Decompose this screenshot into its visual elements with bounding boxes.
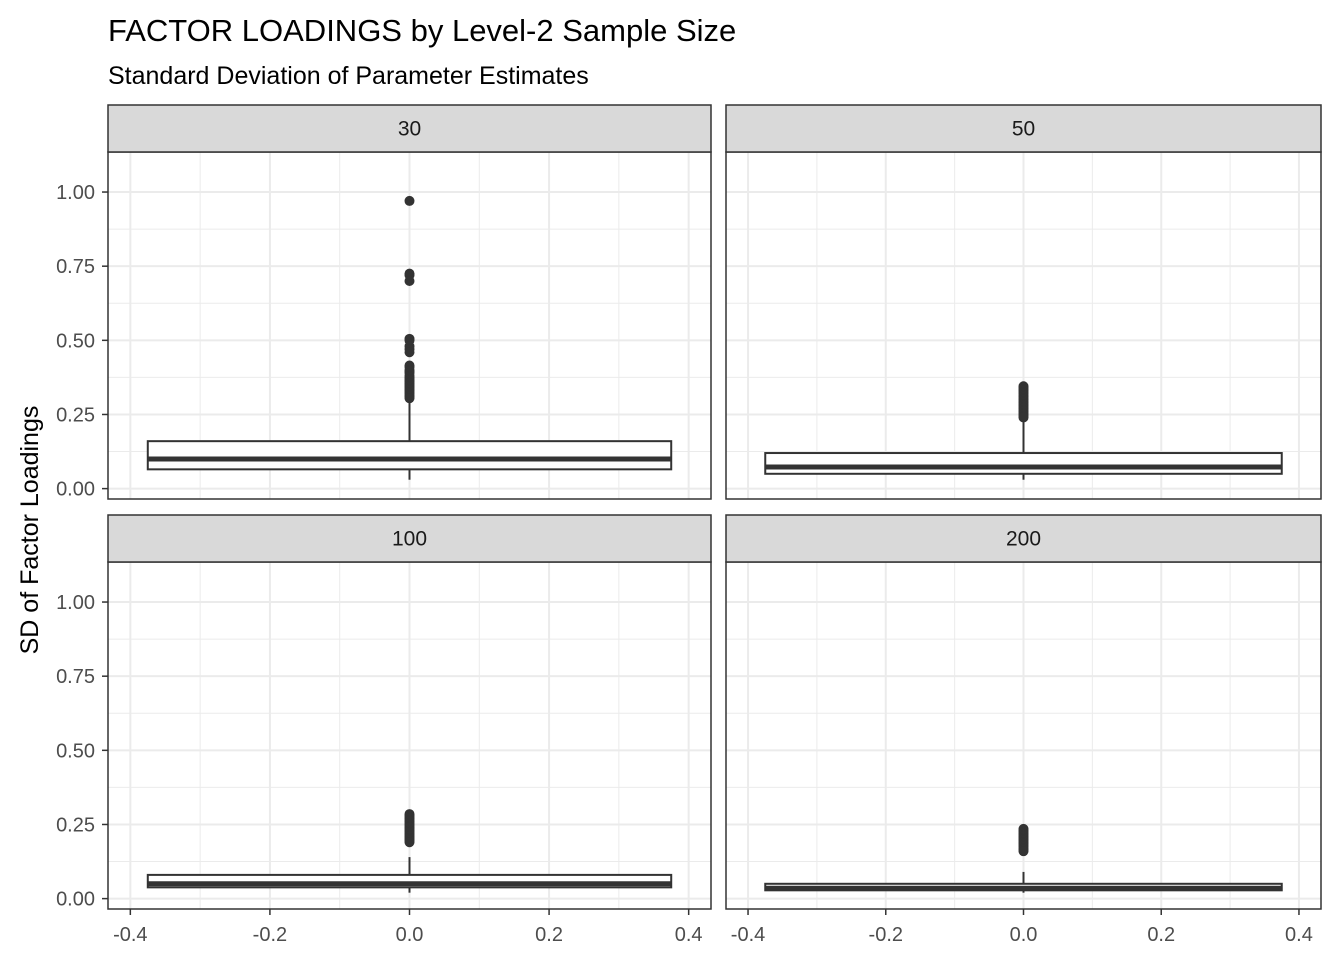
outlier-point xyxy=(404,276,415,287)
facet-panel-200: 200 -0.4 -0.2 0.0 0.2 0.4 xyxy=(725,514,1322,946)
y-axis-label: SD of Factor Loadings xyxy=(16,406,44,655)
facet-strip xyxy=(725,514,1322,563)
outlier-point xyxy=(1018,846,1029,857)
outlier-point xyxy=(404,837,415,848)
x-tick-label: -0.2 xyxy=(869,924,903,946)
iqr-box xyxy=(764,452,1283,475)
outlier-point xyxy=(404,347,415,358)
iqr-box xyxy=(146,440,673,471)
y-tick-label: 0.75 xyxy=(56,666,95,688)
x-tick-label: 0.4 xyxy=(1285,924,1313,946)
x-tick-label: 0.4 xyxy=(675,924,703,946)
y-tick-label: 1.00 xyxy=(56,592,95,614)
facet-strip-label: 50 xyxy=(1012,118,1035,141)
y-tick-label: 0.75 xyxy=(56,256,95,278)
facet-strip xyxy=(107,514,712,563)
facet-panels: 30 0.00 0.25 0.50 0.75 1.00 50 100 0.00 0.25 0.50 0… xyxy=(56,104,1322,946)
facet-strip-label: 30 xyxy=(398,118,421,141)
y-tick-label: 0.25 xyxy=(56,814,95,836)
x-tick-label: 0.2 xyxy=(1147,924,1175,946)
facet-panel-50: 50 xyxy=(725,104,1322,500)
chart-title: FACTOR LOADINGS by Level-2 Sample Size xyxy=(108,13,736,48)
y-tick-label: 0.25 xyxy=(56,404,95,426)
outlier-point xyxy=(1018,412,1029,423)
outlier-point xyxy=(404,195,415,206)
facet-strip-label: 200 xyxy=(1006,528,1041,551)
y-tick-label: 0.00 xyxy=(56,889,95,911)
x-tick-label: 0.0 xyxy=(1010,924,1038,946)
x-tick-label: -0.4 xyxy=(731,924,765,946)
y-tick-label: 0.00 xyxy=(56,479,95,501)
y-tick-label: 0.50 xyxy=(56,330,95,352)
x-tick-label: -0.4 xyxy=(113,924,147,946)
chart-subtitle: Standard Deviation of Parameter Estimate… xyxy=(108,62,589,90)
facet-strip xyxy=(107,104,712,153)
outlier-point xyxy=(404,393,415,404)
facet-panel-100: 100 0.00 0.25 0.50 0.75 1.00 -0.4 -0.2 0.0 0.2 0.4 xyxy=(56,514,712,946)
y-tick-label: 1.00 xyxy=(56,182,95,204)
y-tick-label: 0.50 xyxy=(56,740,95,762)
facet-panel-30: 30 0.00 0.25 0.50 0.75 1.00 xyxy=(56,104,712,501)
facet-strip-label: 100 xyxy=(392,528,427,551)
facet-strip xyxy=(725,104,1322,153)
x-tick-label: 0.0 xyxy=(396,924,424,946)
x-tick-label: 0.2 xyxy=(535,924,563,946)
x-tick-label: -0.2 xyxy=(253,924,287,946)
